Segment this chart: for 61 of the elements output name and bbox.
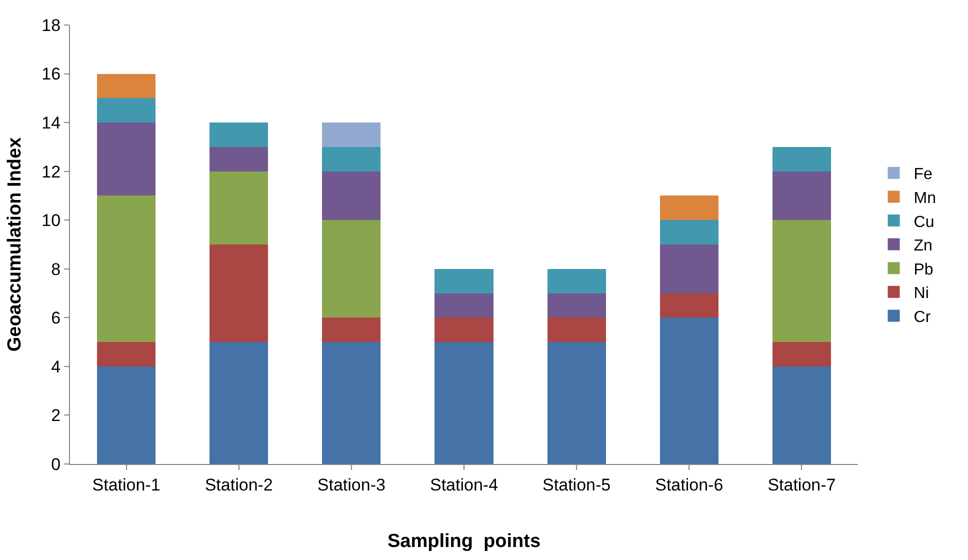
y-tick-label: 18: [42, 16, 61, 35]
y-tick-label: 16: [42, 64, 61, 84]
y-axis-title: Geoaccumulation Index: [4, 136, 26, 352]
bar: [97, 342, 156, 366]
bar: [97, 366, 156, 464]
bar: [322, 318, 381, 342]
bar: [660, 244, 718, 294]
bar: [97, 98, 156, 123]
bar: [547, 342, 606, 464]
bar: [322, 220, 381, 318]
bar: [660, 220, 718, 244]
bar: [210, 342, 268, 464]
bar: [772, 220, 831, 342]
bar: [322, 342, 381, 464]
bar: [322, 122, 381, 147]
x-tick-label: Station-5: [542, 475, 611, 494]
bar: [772, 342, 831, 366]
bar: [210, 146, 268, 172]
x-tick-label: Station-1: [92, 475, 160, 494]
legend-label: Mn: [914, 190, 936, 207]
bar: [210, 171, 268, 244]
y-tick-label: 12: [42, 162, 61, 182]
bar: [547, 293, 606, 318]
bar: [210, 244, 268, 342]
legend-label: Pb: [914, 261, 934, 278]
x-tick-label: Station-2: [204, 475, 273, 494]
x-tick-label: Station-3: [317, 475, 386, 494]
y-tick-label: 6: [51, 308, 61, 328]
bar: [772, 171, 831, 220]
y-tick-label: 2: [51, 406, 61, 426]
bar: [434, 318, 494, 342]
legend-label: Ni: [914, 285, 929, 302]
bar: [547, 318, 606, 342]
legend-label: Zn: [914, 238, 932, 255]
legend-label: Cr: [914, 308, 932, 326]
bar: [434, 342, 494, 464]
bar: [772, 366, 831, 464]
x-tick-label: Station-7: [768, 475, 836, 494]
x-tick-label: Station-4: [430, 475, 498, 494]
bar: [322, 171, 381, 220]
bar: [97, 196, 156, 342]
bar: [210, 122, 268, 147]
y-tick-label: 4: [51, 357, 61, 376]
legend-label: Fe: [914, 166, 933, 184]
bar: [660, 196, 718, 220]
legend-label: Cu: [914, 214, 934, 231]
bar: [660, 318, 718, 464]
bar: [97, 122, 156, 196]
bar: [322, 146, 381, 172]
y-tick-label: 0: [51, 454, 61, 474]
bar: [434, 293, 494, 318]
y-tick-label: 8: [51, 260, 61, 279]
bar: [772, 146, 831, 172]
x-axis-title: Sampling points: [387, 531, 541, 552]
y-tick-label: 10: [42, 211, 61, 230]
bar: [660, 293, 718, 318]
bar: [97, 74, 156, 98]
bar: [434, 268, 494, 294]
y-tick-label: 14: [42, 114, 61, 133]
x-tick-label: Station-6: [655, 475, 724, 494]
bar: [547, 268, 606, 294]
